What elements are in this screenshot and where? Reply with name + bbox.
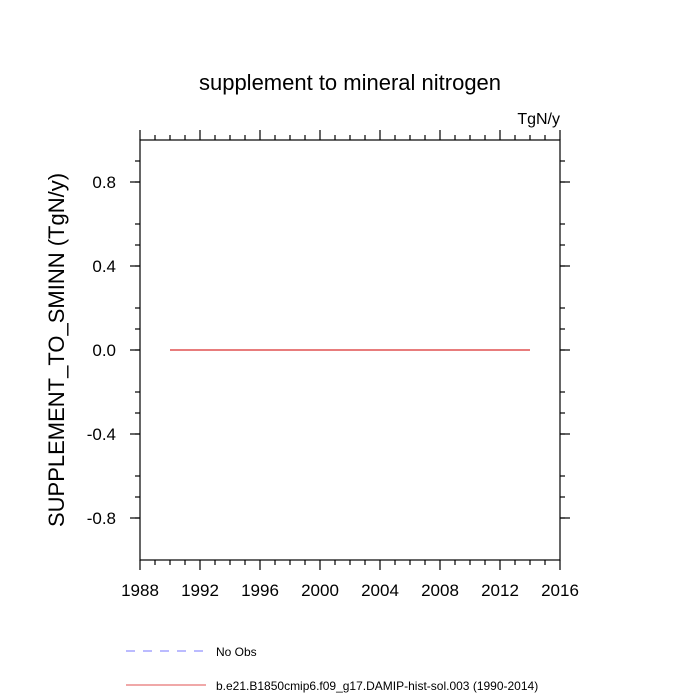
x-tick-label: 2008 bbox=[421, 581, 459, 600]
y-tick-label: -0.8 bbox=[87, 509, 116, 528]
x-tick-label: 2004 bbox=[361, 581, 399, 600]
y-tick-label: -0.4 bbox=[87, 425, 116, 444]
legend-label-1: b.e21.B1850cmip6.f09_g17.DAMIP-hist-sol.… bbox=[216, 679, 538, 693]
y-tick-label: 0.8 bbox=[92, 173, 116, 192]
x-tick-label: 2000 bbox=[301, 581, 339, 600]
x-tick-label: 2016 bbox=[541, 581, 579, 600]
chart-title: supplement to mineral nitrogen bbox=[199, 70, 501, 95]
x-tick-label: 1992 bbox=[181, 581, 219, 600]
y-axis-label: SUPPLEMENT_TO_SMINN (TgN/y) bbox=[44, 173, 69, 527]
legend-label-0: No Obs bbox=[216, 645, 257, 659]
y-tick-label: 0.4 bbox=[92, 257, 116, 276]
y-tick-label: 0.0 bbox=[92, 341, 116, 360]
units-label: TgN/y bbox=[517, 111, 560, 128]
x-tick-label: 1988 bbox=[121, 581, 159, 600]
plot-area: 1988 1992 1996 2000 2004 2008 2012 2016 -0.8 -0.4… bbox=[87, 130, 579, 600]
legend: No Obs b.e21.B1850cmip6.f09_g17.DAMIP-his… bbox=[126, 645, 538, 693]
x-tick-label: 1996 bbox=[241, 581, 279, 600]
x-tick-label: 2012 bbox=[481, 581, 519, 600]
